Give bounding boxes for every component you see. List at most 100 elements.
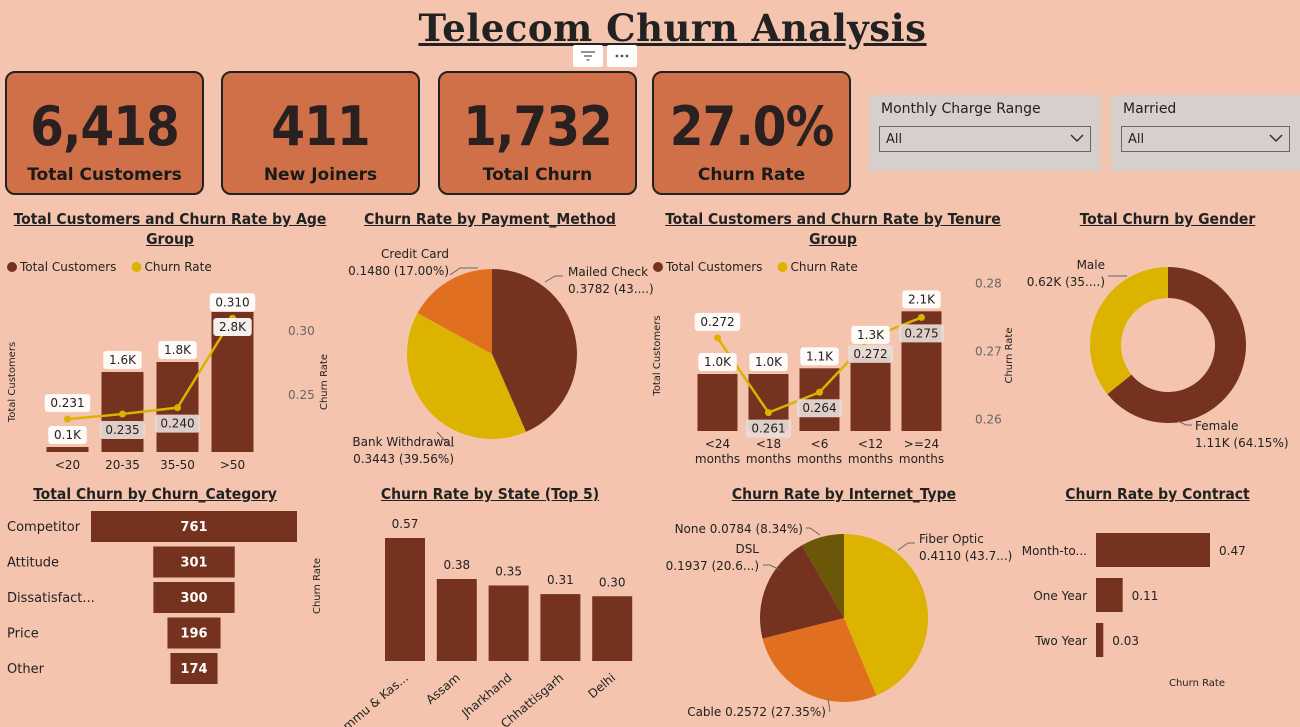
churn-rate-point [174, 404, 181, 412]
bar-data-label-bg [213, 318, 252, 336]
leader-line [827, 698, 831, 712]
bar-data-label-bg [749, 353, 788, 372]
dropdown-value: All [1128, 132, 1145, 147]
monthly-charge-dropdown[interactable]: All [879, 126, 1091, 152]
dropdown-value: All [886, 132, 903, 147]
leader-line [806, 527, 821, 536]
x-tick-label: Delhi [585, 671, 618, 702]
slicer-monthly-charge-range: Monthly Charge Range All [869, 95, 1101, 171]
slice-label: DSL [735, 542, 759, 556]
bar [1096, 533, 1210, 567]
category-label: One Year [1033, 589, 1087, 603]
bar-data-label-bg [698, 353, 737, 372]
bar-data-label-bg [158, 341, 197, 359]
x-axis-title: Churn Rate [1169, 678, 1225, 689]
leader-line [544, 275, 563, 283]
bar-data-label-bg [800, 347, 839, 366]
bar-data-label: 196 [180, 627, 207, 642]
married-dropdown[interactable]: All [1121, 126, 1290, 152]
funnel-bar [167, 617, 221, 649]
bar-data-label: 0.03 [1112, 634, 1139, 648]
pie-slice [1090, 267, 1168, 395]
pie-slice [1107, 267, 1247, 423]
bar-data-label: 301 [180, 556, 207, 571]
leader-line [436, 431, 454, 447]
line-data-label: 0.261 [751, 422, 785, 436]
churn-rate-point [714, 334, 721, 342]
filter-icon[interactable] [573, 45, 603, 67]
line-data-label-bg [847, 344, 894, 363]
bar-data-label: 0.57 [392, 517, 419, 531]
bar-data-label: 0.31 [547, 573, 574, 587]
slice-label: Male [1077, 258, 1105, 272]
line-data-label: 0.272 [700, 315, 734, 329]
bar-data-label-bg [851, 325, 890, 344]
slice-label: None 0.0784 (8.34%) [675, 522, 803, 536]
line-data-label-bg [99, 421, 146, 440]
pie-slice [844, 534, 929, 696]
y-axis-title: Total Customers [7, 342, 18, 423]
pie-slice [417, 269, 492, 354]
kpi-label: Churn Rate [697, 165, 806, 185]
slice-label: Fiber Optic [919, 532, 984, 546]
line-data-label-bg [745, 419, 792, 438]
y-axis-title: Churn Rate [312, 558, 323, 614]
y-axis-title: Total Customers [652, 315, 663, 396]
kpi-label: New Joiners [263, 165, 378, 185]
y2-tick-label: 0.28 [975, 276, 1002, 290]
pie-slice [492, 269, 578, 432]
churn-rate-point [119, 410, 126, 418]
bar-data-label: 1.6K [109, 353, 137, 367]
bar-data-label: 0.35 [495, 564, 522, 578]
bar-data-label: 174 [180, 662, 207, 677]
line-data-label-bg [44, 394, 91, 413]
category-label: Price [7, 627, 39, 642]
bar [436, 579, 477, 661]
leader-line [1177, 420, 1192, 426]
bar-data-label-bg [103, 351, 142, 369]
kpi-label: Total Churn [482, 165, 593, 185]
more-icon[interactable] [607, 45, 637, 67]
churn-rate-point [765, 409, 772, 417]
slice-label: Cable 0.2572 (27.35%) [687, 705, 826, 719]
slice-label: 0.62K (35....) [1027, 275, 1105, 289]
category-label: Other [7, 662, 45, 677]
churn-rate-point [918, 313, 925, 321]
x-tick-label: <24 [705, 437, 730, 451]
y2-axis-title: Churn Rate [1004, 327, 1015, 383]
slice-label: 0.1480 (17.00%) [348, 264, 449, 278]
category-label: Attitude [7, 556, 59, 571]
slice-label: Female [1195, 419, 1238, 433]
age-chart-title: Total Customers and Churn Rate by Age Gr… [13, 210, 327, 248]
bar [46, 447, 89, 452]
line-data-label: 0.275 [904, 326, 938, 340]
bar [697, 374, 738, 431]
x-tick-label: >50 [220, 458, 245, 472]
x-tick-label: months [848, 452, 893, 466]
bar [592, 596, 633, 661]
funnel-bar [91, 511, 297, 542]
slicer-title: Married [1123, 101, 1177, 117]
bar-data-label: 0.1K [54, 428, 82, 442]
funnel-bar [170, 653, 218, 684]
line-data-label-bg [209, 293, 256, 312]
bar-data-label: 2.8K [219, 320, 247, 334]
slice-label: 0.3782 (43....) [568, 282, 654, 296]
kpi-churn-rate: 27.0% Churn Rate [652, 71, 851, 195]
category-label: Month-to... [1022, 544, 1087, 558]
funnel-bar [153, 582, 235, 613]
x-tick-label: <18 [756, 437, 781, 451]
slice-label: Mailed Check [568, 265, 648, 279]
x-tick-label: months [695, 452, 740, 466]
x-tick-label: <12 [858, 437, 883, 451]
contract-chart-title: Churn Rate by Contract [1065, 485, 1250, 503]
churn-rate-point [64, 415, 71, 423]
slice-label: 0.1937 (20.6...) [666, 559, 759, 573]
bar-data-label: 1.3K [857, 328, 885, 342]
line-data-label: 0.264 [802, 401, 836, 415]
bar-data-label: 1.0K [704, 355, 732, 369]
line-data-label: 0.231 [50, 396, 84, 410]
line-data-label: 0.235 [105, 423, 139, 437]
pie-slice [762, 618, 877, 702]
bar [850, 356, 891, 431]
